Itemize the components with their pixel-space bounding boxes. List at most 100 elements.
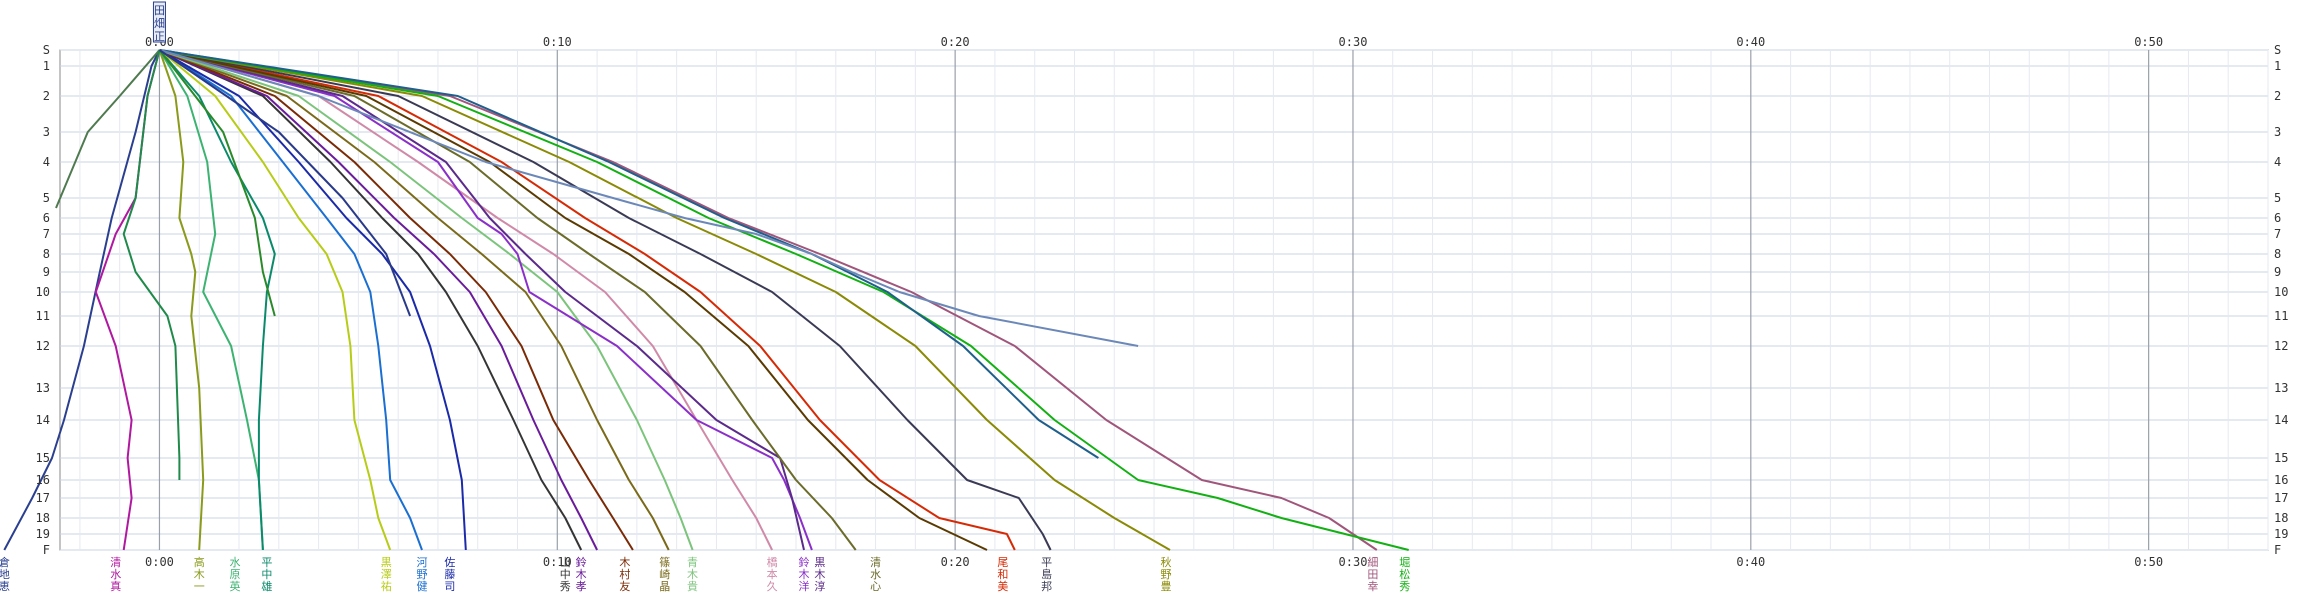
series-line — [158, 49, 276, 317]
y-tick-left: 5 — [43, 191, 50, 205]
series-line — [159, 49, 694, 551]
y-tick-right: 19 — [2274, 527, 2288, 541]
x-tick-bottom: 0:50 — [2134, 555, 2163, 569]
y-tick-right: 12 — [2274, 339, 2288, 353]
y-tick-right: 8 — [2274, 247, 2281, 261]
y-tick-left: 18 — [36, 511, 50, 525]
y-tick-left: 19 — [36, 527, 50, 541]
series-line — [159, 49, 1052, 551]
y-tick-right: 15 — [2274, 451, 2288, 465]
y-tick-right: 5 — [2274, 191, 2281, 205]
y-tick-right: F — [2274, 543, 2281, 557]
series-line — [158, 49, 392, 551]
runner-name-label: 黒木淳 — [814, 556, 825, 593]
runner-name-label: 青木貴 — [687, 556, 698, 593]
y-tick-left: 3 — [43, 125, 50, 139]
y-tick-left: F — [43, 543, 50, 557]
x-tick-top: 0:30 — [1339, 35, 1368, 49]
x-tick-bottom: 0:00 — [145, 555, 174, 569]
y-tick-left: 17 — [36, 491, 50, 505]
series-line — [159, 49, 1016, 551]
y-tick-right: 17 — [2274, 491, 2288, 505]
series-line — [159, 49, 583, 551]
y-tick-right: 7 — [2274, 227, 2281, 241]
y-tick-left: 2 — [43, 89, 50, 103]
x-tick-top: 0:20 — [941, 35, 970, 49]
y-tick-right: 6 — [2274, 211, 2281, 225]
y-tick-left: 11 — [36, 309, 50, 323]
series-group — [3, 49, 1409, 551]
series-line — [122, 49, 181, 480]
runner-name-label: 高木一 — [194, 555, 205, 593]
runner-name-label: 鈴木洋 — [798, 555, 809, 593]
x-tick-top: 0:50 — [2134, 35, 2163, 49]
y-tick-left: 13 — [36, 381, 50, 395]
runner-name-label: 尾和美 — [997, 556, 1008, 593]
series-line — [159, 49, 805, 551]
y-tick-right: 1 — [2274, 59, 2281, 73]
series-line — [158, 49, 412, 317]
y-tick-left: 14 — [36, 413, 50, 427]
x-tick-bottom: 0:20 — [941, 555, 970, 569]
y-tick-left: 6 — [43, 211, 50, 225]
y-tick-left: 4 — [43, 155, 50, 169]
y-tick-left: 8 — [43, 247, 50, 261]
x-tick-bottom: 0:30 — [1339, 555, 1368, 569]
y-tick-left: 15 — [36, 451, 50, 465]
series-line — [158, 49, 264, 551]
series-line — [158, 49, 276, 551]
x-tick-top: 0:40 — [1736, 35, 1765, 49]
y-tick-right: 14 — [2274, 413, 2288, 427]
y-tick-right: 3 — [2274, 125, 2281, 139]
series-line — [159, 49, 634, 551]
series-line — [94, 49, 161, 551]
series-line — [158, 49, 205, 551]
x-tick-bottom: 0:40 — [1736, 555, 1765, 569]
runner-name-label: 橋本久 — [767, 555, 778, 593]
x-tick-top: 0:10 — [543, 35, 572, 49]
grid — [59, 49, 2269, 551]
runner-name-label: 平島邦 — [1041, 556, 1052, 593]
series-line — [159, 49, 988, 551]
y-tick-right: 2 — [2274, 89, 2281, 103]
y-tick-left: 1 — [43, 59, 50, 73]
series-line — [55, 49, 161, 209]
runner-name-label: 河野健 — [417, 556, 428, 593]
series-line — [158, 49, 467, 551]
top-marker-box — [152, 1, 166, 43]
series-line — [159, 49, 773, 551]
y-tick-right: 4 — [2274, 155, 2281, 169]
y-tick-right: 16 — [2274, 473, 2288, 487]
runner-name-label: 倉地恵 — [0, 555, 10, 593]
y-tick-left: 7 — [43, 227, 50, 241]
runner-name-label: 佐藤司 — [444, 555, 455, 593]
series-line — [3, 49, 161, 551]
runner-name-label: 平中雄 — [261, 556, 272, 593]
y-tick-right: S — [2274, 43, 2281, 57]
runner-name-label: 鈴木孝 — [576, 555, 587, 593]
runner-name-label: 木村友 — [619, 556, 630, 593]
top-marker-label: 田畑正 — [154, 4, 165, 43]
y-tick-right: 10 — [2274, 285, 2288, 299]
runner-name-label: 秋野豊 — [1160, 555, 1171, 593]
y-tick-left: 16 — [36, 473, 50, 487]
series-line — [159, 49, 813, 551]
y-tick-right: 9 — [2274, 265, 2281, 279]
series-line — [159, 49, 1409, 551]
axes: 0:000:000:100:100:200:200:300:300:400:40… — [36, 1, 2288, 569]
series-line — [159, 49, 1139, 347]
y-tick-left: 10 — [36, 285, 50, 299]
runner-name-label: 清水心 — [870, 556, 881, 593]
y-tick-right: 13 — [2274, 381, 2288, 395]
runner-name-label: 篠崎晶 — [659, 555, 670, 593]
series-line — [158, 49, 423, 551]
runner-name-label: 水原英 — [230, 556, 241, 593]
runner-name-label: 清水真 — [110, 556, 121, 593]
series-line — [159, 49, 598, 551]
runner-name-label: 黒澤祐 — [381, 556, 392, 593]
series-line — [159, 49, 670, 551]
y-tick-left: 12 — [36, 339, 50, 353]
runner-name-label: 細田幸 — [1367, 556, 1378, 593]
